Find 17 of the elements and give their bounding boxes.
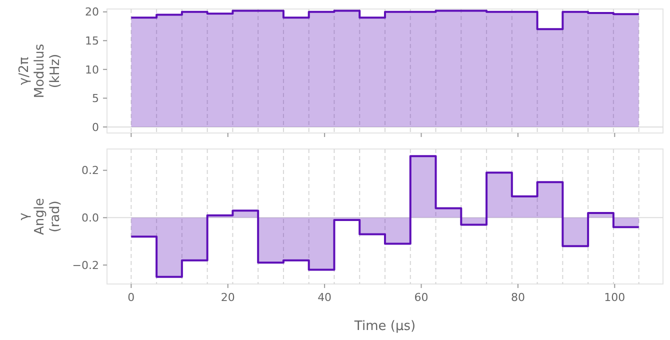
x-tick-label: 40	[318, 291, 332, 304]
y-tick-label: 0.2	[82, 164, 99, 178]
y-tick-label: 20	[85, 6, 99, 19]
y-tick-label: 0	[92, 120, 99, 134]
x-tick-label: 20	[220, 291, 235, 304]
y-tick-label: 0.0	[82, 212, 99, 225]
y-tick-label: −0.2	[72, 258, 99, 272]
y-tick-label: 15	[85, 34, 99, 48]
x-axis-title: Time (µs)	[353, 319, 416, 334]
x-tick-label: 80	[510, 291, 525, 304]
x-tick-label: 100	[604, 291, 626, 304]
x-tick-label: 0	[128, 291, 135, 304]
y-tick-label: 10	[85, 63, 99, 76]
y-axis-title: γ Angle (rad)	[16, 198, 64, 235]
y-tick-label: 5	[92, 92, 99, 106]
y-axis-title: γ/2π Modulus (kHz)	[16, 44, 64, 98]
x-tick-label: 60	[414, 291, 428, 304]
